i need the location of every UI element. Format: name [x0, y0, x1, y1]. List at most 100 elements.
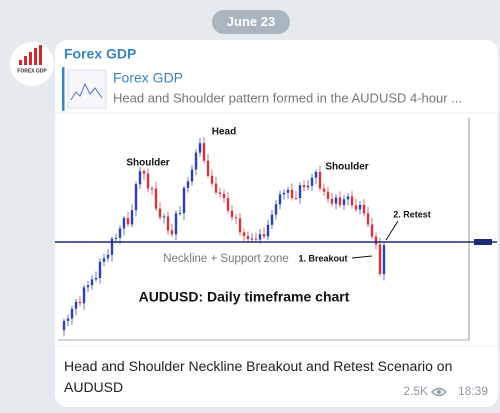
candle-part	[306, 185, 310, 188]
avatar-icon	[19, 60, 22, 65]
chart-image[interactable]: Head Shoulder Shoulder 2. Retest 1. Brea…	[54, 112, 499, 347]
candle-part	[202, 143, 206, 161]
candle-part	[278, 194, 282, 205]
candle-part	[158, 208, 162, 218]
candle-part	[274, 204, 278, 215]
candle-part	[150, 188, 154, 190]
candle-part	[250, 238, 254, 240]
annotation-shoulder: Shoulder	[126, 158, 169, 169]
candle-part	[70, 308, 74, 319]
candle-part	[318, 171, 322, 189]
candle-part	[310, 177, 314, 186]
candle-part	[78, 301, 82, 304]
annotation-retest: 2. Retest	[393, 209, 431, 219]
avatar[interactable]: FOREX GDP	[10, 42, 54, 86]
message-time: 18:39	[458, 384, 488, 398]
candles	[62, 136, 386, 337]
image-bg	[54, 112, 499, 347]
eye-icon	[431, 387, 447, 397]
candle-part	[262, 234, 266, 237]
candle-part	[138, 171, 142, 185]
candle-part	[146, 173, 150, 189]
candle-part	[358, 205, 362, 210]
candle-part	[338, 197, 342, 206]
candle-part	[370, 224, 374, 237]
candle-part	[218, 192, 222, 194]
candle-part	[106, 254, 110, 259]
avatar-icon	[24, 56, 27, 65]
candle-part	[266, 224, 270, 237]
candle-part	[242, 232, 246, 236]
candle-part	[366, 213, 370, 225]
price-tag	[474, 239, 492, 245]
sender-name[interactable]: Forex GDP	[64, 46, 136, 62]
candle-part	[334, 197, 338, 204]
candle-part	[290, 189, 294, 198]
candle-part	[234, 217, 238, 219]
candle-part	[254, 238, 258, 240]
candle-part	[378, 244, 382, 275]
candle-part	[94, 277, 98, 280]
preview-bar	[62, 67, 65, 111]
candle-part	[350, 196, 354, 206]
avatar-text: FOREX GDP	[17, 68, 47, 74]
candle-part	[166, 216, 170, 231]
candle-part	[206, 160, 210, 176]
candle-part	[214, 183, 218, 193]
candle-part	[302, 185, 306, 188]
candle-part	[210, 175, 214, 184]
avatar-icon	[39, 45, 42, 65]
preview-description: Head and Shoulder pattern formed in the …	[113, 90, 462, 105]
candle-part	[258, 234, 262, 240]
candle-part	[110, 238, 114, 255]
annotation-head: Head	[212, 127, 236, 138]
message-text: Head and Shoulder Neckline Breakout and …	[64, 358, 453, 395]
candle-part	[286, 189, 290, 193]
arrow	[385, 220, 399, 241]
eye-icon	[437, 390, 441, 394]
candle-part	[322, 188, 326, 192]
candle-part	[346, 196, 350, 200]
avatar-icon	[29, 52, 32, 65]
preview-thumb-line	[70, 82, 103, 101]
candle-part	[154, 188, 158, 209]
views: 2.5K	[403, 384, 447, 398]
candle-part	[82, 287, 86, 304]
candle-part	[182, 187, 186, 213]
candle-part	[190, 169, 194, 182]
candle-part	[198, 143, 202, 153]
candle-part	[314, 171, 318, 178]
candle-part	[342, 199, 346, 206]
candle-part	[98, 261, 102, 278]
candle-part	[326, 191, 330, 199]
date-pill	[212, 10, 290, 34]
date-badge: June 23	[227, 14, 275, 29]
candle-part	[130, 210, 134, 225]
annotation-shoulder: Shoulder	[325, 162, 368, 173]
candle-part	[86, 285, 90, 288]
candle-part	[354, 205, 358, 210]
candle-part	[374, 236, 378, 245]
preview-title: Forex GDP	[113, 70, 183, 86]
candle-part	[238, 218, 242, 233]
candle-part	[294, 197, 298, 199]
candle-part	[174, 213, 178, 235]
candle-part	[90, 279, 94, 286]
candle-part	[382, 245, 386, 275]
candle-part	[186, 181, 190, 188]
candle-part	[298, 185, 302, 199]
candle-part	[170, 230, 174, 235]
candle-part	[74, 301, 78, 309]
candle-part	[162, 216, 166, 218]
candle-part	[114, 237, 118, 239]
chart-caption: AUDUSD: Daily timeframe chart	[139, 289, 350, 305]
candle-part	[194, 152, 198, 170]
candle-part	[134, 184, 138, 211]
candle-part	[246, 235, 250, 240]
candle-part	[330, 198, 334, 204]
link-preview[interactable]: Forex GDP Head and Shoulder pattern form…	[62, 67, 462, 111]
view-count: 2.5K	[403, 384, 428, 398]
avatar-icon	[34, 48, 37, 65]
